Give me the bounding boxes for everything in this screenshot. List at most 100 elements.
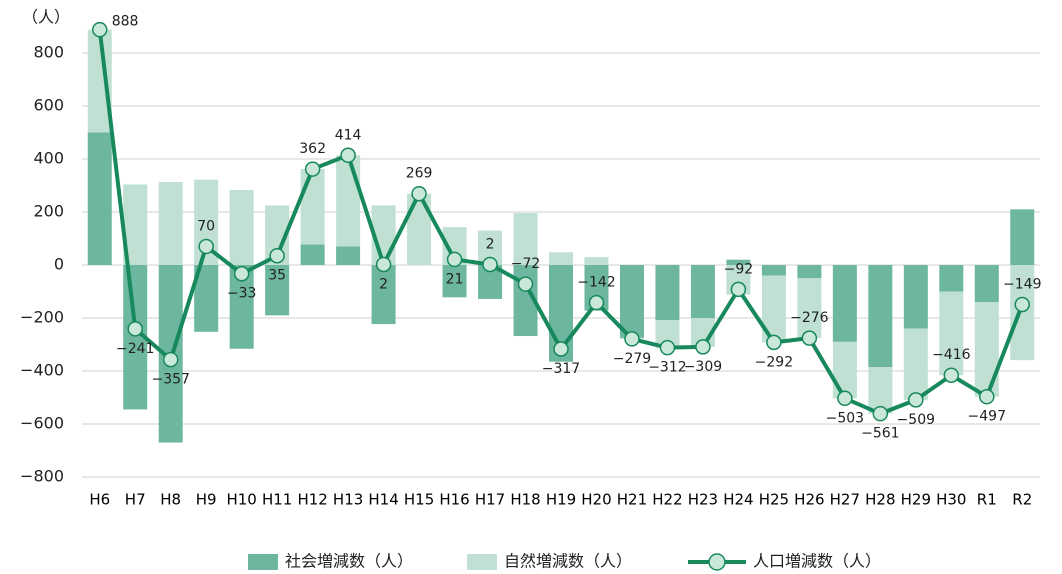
bar bbox=[265, 265, 290, 316]
line-marker bbox=[943, 367, 960, 383]
bar bbox=[832, 341, 857, 399]
bar bbox=[903, 265, 928, 329]
x-tick-label: H16 bbox=[439, 491, 469, 509]
legend-label: 社会増減数（人） bbox=[285, 552, 413, 571]
line-marker bbox=[766, 334, 782, 351]
bar bbox=[832, 265, 857, 342]
x-tick-label: H8 bbox=[160, 491, 181, 509]
data-label: −503 bbox=[826, 410, 864, 426]
bar bbox=[513, 213, 538, 265]
line-marker bbox=[695, 339, 711, 355]
line-marker bbox=[411, 185, 427, 202]
bar bbox=[158, 182, 183, 265]
x-tick-label: H30 bbox=[936, 491, 966, 509]
y-tick-label: 0 bbox=[54, 255, 64, 274]
bar bbox=[797, 265, 822, 279]
bar bbox=[336, 246, 361, 265]
data-label: −416 bbox=[932, 347, 971, 363]
x-tick-label: H13 bbox=[333, 491, 363, 509]
data-label: 21 bbox=[446, 271, 464, 287]
y-axis-label: （人） bbox=[22, 8, 70, 27]
line-marker bbox=[446, 251, 463, 268]
bar bbox=[87, 132, 112, 265]
bar bbox=[549, 252, 573, 265]
line-marker bbox=[659, 339, 676, 356]
line-marker bbox=[1014, 296, 1031, 313]
line-marker bbox=[553, 341, 569, 357]
bar bbox=[442, 265, 467, 298]
y-tick-label: 200 bbox=[33, 202, 64, 221]
y-tick-label: −800 bbox=[20, 467, 64, 486]
x-tick-label: H21 bbox=[617, 491, 647, 509]
bar bbox=[619, 265, 644, 338]
x-tick-label: H26 bbox=[794, 491, 824, 509]
bar bbox=[868, 367, 893, 414]
bar bbox=[371, 265, 396, 325]
data-label: −241 bbox=[116, 341, 154, 357]
bar bbox=[336, 155, 361, 247]
x-tick-label: H20 bbox=[581, 491, 611, 509]
line-marker bbox=[127, 321, 143, 337]
x-tick-label: H12 bbox=[297, 491, 327, 509]
bar bbox=[761, 265, 786, 276]
line-marker bbox=[872, 405, 889, 422]
data-label: 269 bbox=[406, 166, 433, 182]
bar bbox=[584, 257, 609, 265]
line-marker bbox=[375, 256, 392, 273]
data-label: −312 bbox=[648, 360, 686, 376]
x-tick-label: H14 bbox=[368, 491, 398, 509]
y-tick-label: 400 bbox=[33, 149, 64, 168]
bar bbox=[407, 193, 432, 265]
bar bbox=[655, 265, 680, 321]
bar bbox=[974, 302, 999, 397]
bar bbox=[974, 265, 999, 303]
bar bbox=[868, 265, 893, 368]
x-tick-label: H28 bbox=[865, 491, 895, 509]
data-label: −357 bbox=[151, 372, 189, 388]
x-tick-label: H9 bbox=[196, 491, 217, 509]
line-marker bbox=[233, 265, 250, 282]
line-marker bbox=[304, 161, 321, 177]
bar bbox=[726, 259, 751, 265]
bar bbox=[939, 265, 964, 292]
x-tick-label: H25 bbox=[759, 491, 789, 509]
line-marker bbox=[979, 388, 995, 405]
line-marker bbox=[269, 247, 285, 264]
data-label: −279 bbox=[613, 351, 651, 367]
line-marker bbox=[198, 238, 214, 255]
x-tick-label: H18 bbox=[510, 491, 540, 509]
y-tick-label: −400 bbox=[20, 361, 64, 380]
line-marker bbox=[482, 256, 498, 273]
legend-label: 人口増減数（人） bbox=[753, 552, 881, 571]
bar bbox=[229, 190, 254, 265]
data-label: 888 bbox=[112, 14, 139, 30]
line-marker bbox=[730, 281, 747, 298]
x-tick-label: H19 bbox=[546, 491, 576, 509]
bar bbox=[690, 265, 715, 318]
x-tick-label: R2 bbox=[1012, 491, 1032, 509]
line-marker bbox=[91, 21, 108, 38]
data-label: −276 bbox=[790, 310, 829, 326]
legend-label: 自然増減数（人） bbox=[504, 552, 632, 571]
data-label: −497 bbox=[968, 409, 1006, 425]
data-label: −72 bbox=[511, 256, 541, 272]
x-tick-label: H27 bbox=[830, 491, 860, 509]
line-marker bbox=[837, 390, 853, 407]
data-label: −561 bbox=[861, 426, 899, 442]
line-marker bbox=[588, 294, 605, 311]
bar bbox=[903, 328, 928, 400]
data-label: −317 bbox=[542, 361, 580, 377]
y-tick-label: −600 bbox=[20, 414, 64, 433]
line-marker bbox=[517, 276, 534, 292]
data-label: −92 bbox=[724, 261, 754, 277]
data-label: −33 bbox=[227, 286, 257, 302]
x-tick-label: H10 bbox=[226, 491, 256, 509]
x-tick-label: H15 bbox=[404, 491, 434, 509]
data-label: −292 bbox=[755, 354, 793, 370]
data-label: 362 bbox=[299, 141, 326, 157]
data-label: 35 bbox=[268, 268, 286, 284]
x-tick-label: H6 bbox=[89, 491, 110, 509]
x-tick-label: H17 bbox=[475, 491, 505, 509]
x-tick-label: H11 bbox=[262, 491, 292, 509]
